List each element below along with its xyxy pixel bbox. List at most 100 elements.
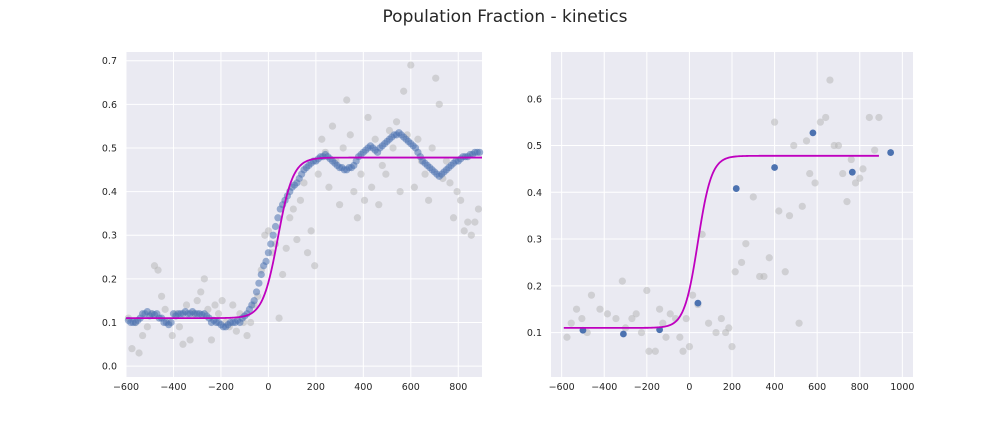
left-raw-point [264,227,272,235]
left-y-tick-label: 0.1 [102,318,117,329]
left-raw-point [296,196,305,204]
left-smoothed-point [271,222,280,231]
right-raw-point [572,305,581,313]
left-raw-point [375,201,383,209]
left-raw-point [182,301,191,309]
left-raw-point [442,157,450,165]
left-x-tick-label: −400 [160,382,186,393]
right-smoothed-point [848,168,856,176]
left-raw-point [346,131,354,139]
left-raw-point [325,183,333,191]
left-raw-point [425,196,433,204]
left-raw-point [197,288,205,296]
right-raw-point [790,141,798,150]
left-smoothed-point [252,288,261,296]
left-smoothed-point [257,270,265,279]
right-smoothed-point [887,149,895,156]
left-fit-curve [126,156,482,320]
right-raw-point [765,254,773,262]
right-raw-point [659,319,667,327]
right-raw-point [737,258,746,267]
right-smoothed-points [579,129,895,338]
right-y-tick-label: 0.4 [527,188,542,199]
left-x-tick-label: 800 [449,382,467,393]
left-raw-point [143,323,151,331]
left-raw-point [135,349,143,357]
right-raw-point [775,207,783,215]
left-raw-point [175,323,183,331]
right-x-tick-label: 600 [808,382,826,393]
right-raw-point [859,165,867,173]
left-plot-panel: −600 −400 −200 0 200 400 600 800 0.00.10.20.30.… [102,52,484,393]
left-raw-point [154,266,162,274]
right-smoothed-point [694,299,702,307]
right-raw-point [725,324,733,332]
left-raw-point [392,118,401,126]
left-raw-point [179,340,187,348]
left-x-tick-label: −600 [113,382,139,393]
left-raw-point [389,144,397,152]
left-raw-point [229,301,237,309]
left-raw-point [328,122,337,130]
right-raw-point [704,319,713,327]
left-smoothed-point [476,148,484,156]
left-raw-point [471,218,479,226]
left-raw-point [432,74,440,82]
left-x-tick-label: 200 [307,382,325,393]
right-raw-point [839,169,847,178]
right-smoothed-point [732,185,740,192]
left-raw-point [286,214,294,222]
left-smoothed-point [274,214,282,222]
left-raw-point [364,113,372,122]
left-y-tick-label: 0.4 [102,187,117,198]
right-raw-point [717,314,725,323]
left-raw-point [232,327,240,335]
right-raw-point [563,333,571,341]
left-raw-point [193,297,201,305]
left-raw-point [353,214,361,222]
right-raw-point [851,179,860,187]
left-raw-point [368,183,376,191]
right-raw-point [603,310,612,318]
right-raw-point [685,343,694,351]
right-y-tick-label: 0.1 [527,328,542,339]
left-raw-point [357,170,365,178]
left-plot-grid [125,52,482,377]
left-raw-point [279,270,287,279]
right-raw-point [781,268,789,276]
left-raw-point [186,336,194,344]
right-y-tick-label: 0.5 [527,141,542,152]
right-raw-point [632,310,640,318]
left-raw-point [318,135,326,143]
right-x-tick-label: 1000 [890,382,914,393]
left-y-tick-labels: 0.0 0.1 0.2 0.3 0.4 0.5 0.6 0.7 [102,56,117,372]
left-raw-point [385,126,394,135]
right-y-tick-label: 0.3 [527,235,542,246]
left-raw-point [168,331,176,340]
right-raw-point [822,113,830,122]
right-raw-point [871,146,879,154]
right-raw-point [834,141,843,150]
left-raw-point [289,205,297,213]
right-raw-point [728,343,736,351]
left-x-tick-labels: −600 −400 −200 0 200 400 600 800 [113,382,467,393]
left-raw-point [200,275,208,283]
left-raw-point [435,100,443,108]
right-raw-point [662,333,670,341]
left-x-tick-label: 600 [402,382,420,393]
left-smoothed-point [255,279,263,287]
left-smoothed-point [264,249,272,257]
left-raw-point [336,201,344,209]
left-raw-point [360,196,369,204]
right-smoothed-point [809,129,817,137]
right-raw-point [628,314,636,323]
right-x-tick-label: 800 [851,382,869,393]
right-raw-point [637,328,646,337]
left-raw-point [207,336,216,344]
left-raw-point [371,135,379,143]
right-raw-point [785,212,794,220]
right-raw-point [856,174,864,182]
right-raw-point [679,347,687,355]
left-raw-point [214,310,223,318]
right-raw-point [618,277,626,285]
